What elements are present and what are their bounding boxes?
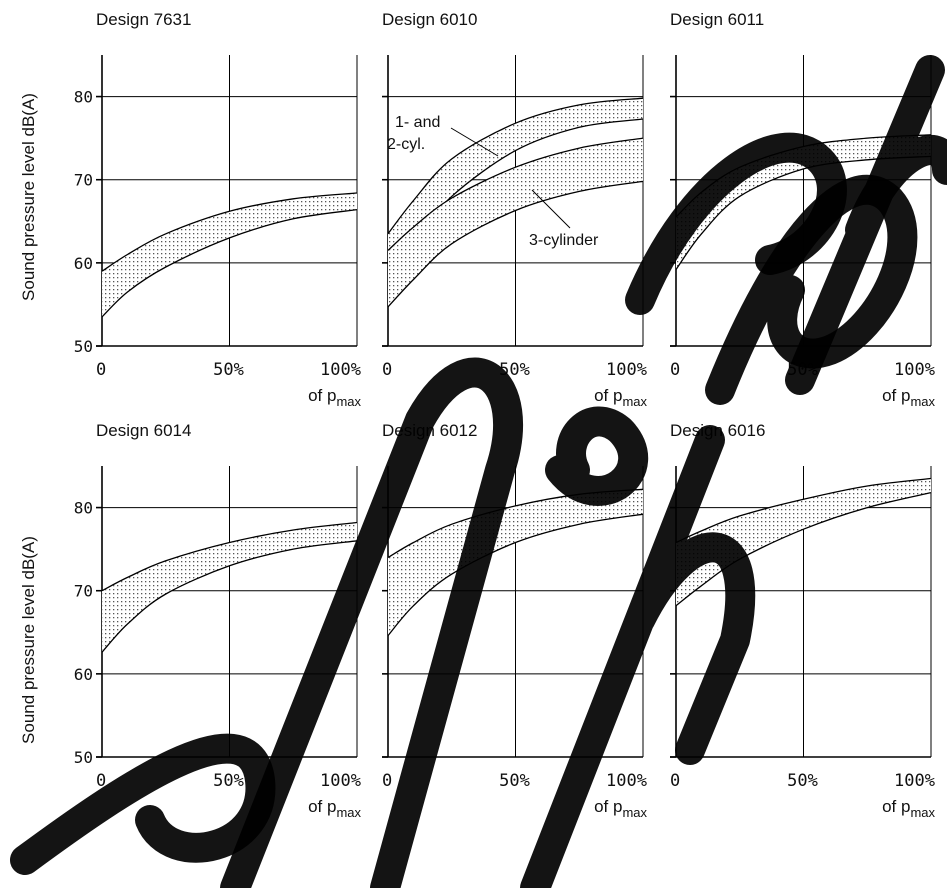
y-tick-label: 70 [74,582,93,601]
x-tick-label: 100% [894,360,935,380]
band-1-upper-line [675,477,932,544]
x-axis-caption: of pmax [594,797,647,820]
annotation-3-cylinder: 3-cylinder [525,189,625,252]
annotation-1-and-2-cyl-line1: 1- and [395,114,440,131]
band-2-lower-line [387,180,644,308]
y-tick-label: 70 [74,171,93,190]
x-tick-label: 0 [670,771,680,791]
panel-4: Design 6014 50 60 70 80 0 50% 100% of pmax [74,421,362,820]
band-1-lower-line [675,491,932,607]
panel-title: Design 6011 [670,10,764,29]
x-tick-label: 50% [787,771,818,791]
watermark-stroke-1 [10,733,276,875]
x-tick-label: 50% [213,360,244,380]
x-tick-label: 100% [606,771,647,791]
y-tick-label: 60 [74,665,93,684]
annotation-1-and-2-cyl-line2: 2-cyl. [387,136,425,153]
x-axis-caption: of pmax [308,386,361,409]
annotation-1-and-2-cyl-leader [450,127,499,157]
annotation-3-cylinder-leader [531,189,571,229]
band-1 [388,98,643,284]
watermark-stroke-7 [785,55,947,395]
band-1 [102,522,357,653]
watermark-stroke-3 [520,425,756,888]
annotation-1-and-2-cyl: 1- and 2-cyl. [387,114,499,157]
x-axis-caption: of pmax [882,797,935,820]
band-1-lower-line [101,208,358,318]
y-tick-label: 80 [74,88,93,107]
band-1-upper-line [101,521,358,592]
band-1 [388,489,643,636]
annotation-3-cylinder-bg [525,226,625,252]
y-tick-label: 60 [74,254,93,273]
watermark-stroke-6 [705,174,918,405]
band-2-upper-line [387,137,644,251]
x-tick-label: 100% [894,771,935,791]
band-1-upper-line [101,192,358,272]
y-tick-label: 80 [74,499,93,518]
panel-title: Design 7631 [96,10,191,29]
watermark-stroke-2 [220,357,524,888]
x-tick-label: 100% [606,360,647,380]
y-tick-label: 50 [74,748,93,767]
x-tick-label: 0 [96,771,106,791]
panel-1: Design 7631 50 60 70 80 0 50% 100% of pmax [74,10,362,409]
band-1 [102,193,357,317]
band-1-lower-line [101,540,358,653]
x-tick-label: 100% [320,360,361,380]
watermark [10,55,947,888]
x-tick-label: 0 [382,360,392,380]
annotation-3-cylinder-text: 3-cylinder [529,232,599,249]
x-tick-label: 0 [382,771,392,791]
x-tick-label: 50% [499,771,530,791]
band-1-lower-line [675,155,932,270]
watermark-stroke-4 [545,406,648,506]
x-tick-label: 100% [320,771,361,791]
x-tick-label: 0 [96,360,106,380]
y-axis-label-bottom: Sound pressure level dB(A) [19,536,38,744]
x-axis-caption: of pmax [594,386,647,409]
x-tick-label: 50% [213,771,244,791]
panel-title: Design 6010 [382,10,477,29]
band-1-upper-line [387,97,644,235]
panel-title: Design 6014 [96,421,191,440]
x-axis-caption: of pmax [308,797,361,820]
band-2 [388,138,643,307]
y-tick-label: 50 [74,337,93,356]
x-tick-label: 0 [670,360,680,380]
y-axis-label-top: Sound pressure level dB(A) [19,93,38,301]
x-axis-caption: of pmax [882,386,935,409]
